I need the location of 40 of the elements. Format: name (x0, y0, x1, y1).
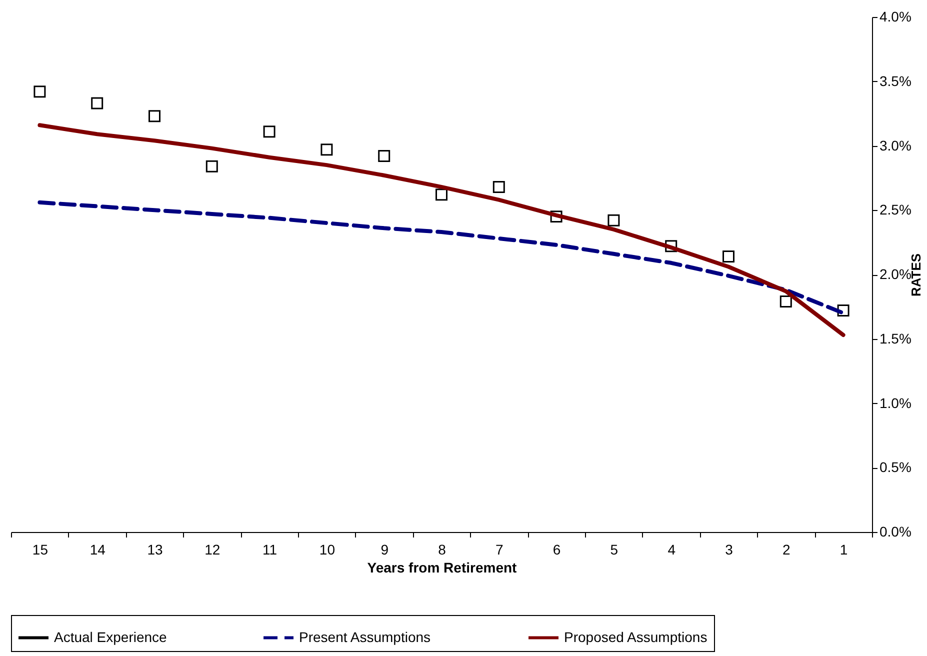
point (378, 150, 390, 162)
point (263, 126, 276, 138)
x-tick-label: 13 (147, 542, 163, 558)
x-tick-label: 2 (782, 542, 790, 558)
x-tick-label: 7 (496, 542, 504, 558)
y-tick-label: 3.0% (880, 137, 912, 154)
legend-label: Present Assumptions (299, 628, 431, 645)
point (206, 160, 218, 172)
legend-label: Actual Experience (54, 628, 168, 645)
x-tick-label: 6 (552, 542, 561, 558)
y-tick-label: 2.5% (880, 202, 912, 218)
y-tick-label: 4.0% (880, 8, 912, 24)
point (722, 250, 734, 262)
x-tick-label: 11 (262, 542, 278, 558)
point (91, 97, 104, 110)
x-tick-label: 15 (32, 542, 48, 558)
y-tick-label: 1.5% (880, 330, 912, 346)
point (148, 110, 160, 122)
point (34, 86, 46, 98)
x-tick-label: 4 (668, 542, 676, 558)
point (608, 214, 620, 226)
x-tick-label: 12 (204, 542, 220, 558)
y-tick-label: 0.5% (880, 459, 912, 476)
x-axis-title: Years from Retirement (367, 560, 518, 576)
y-tick-label: 1.0% (880, 394, 912, 411)
x-tick-label: 10 (319, 542, 336, 558)
y-tick-label: 0.0% (880, 524, 912, 540)
point (436, 188, 448, 201)
x-tick-label: 14 (90, 542, 106, 558)
x-tick-label: 5 (610, 542, 618, 558)
x-tick-label: 3 (725, 542, 734, 558)
x-tick-label: 9 (380, 542, 389, 558)
x-tick-label: 1 (840, 542, 848, 558)
point (780, 296, 792, 308)
point (320, 144, 333, 156)
point (492, 180, 505, 193)
legend-label: Proposed Assumptions (564, 628, 708, 645)
line-series (38, 123, 846, 338)
x-tick-label: 8 (438, 542, 446, 558)
y-tick-label: 3.5% (880, 72, 912, 89)
